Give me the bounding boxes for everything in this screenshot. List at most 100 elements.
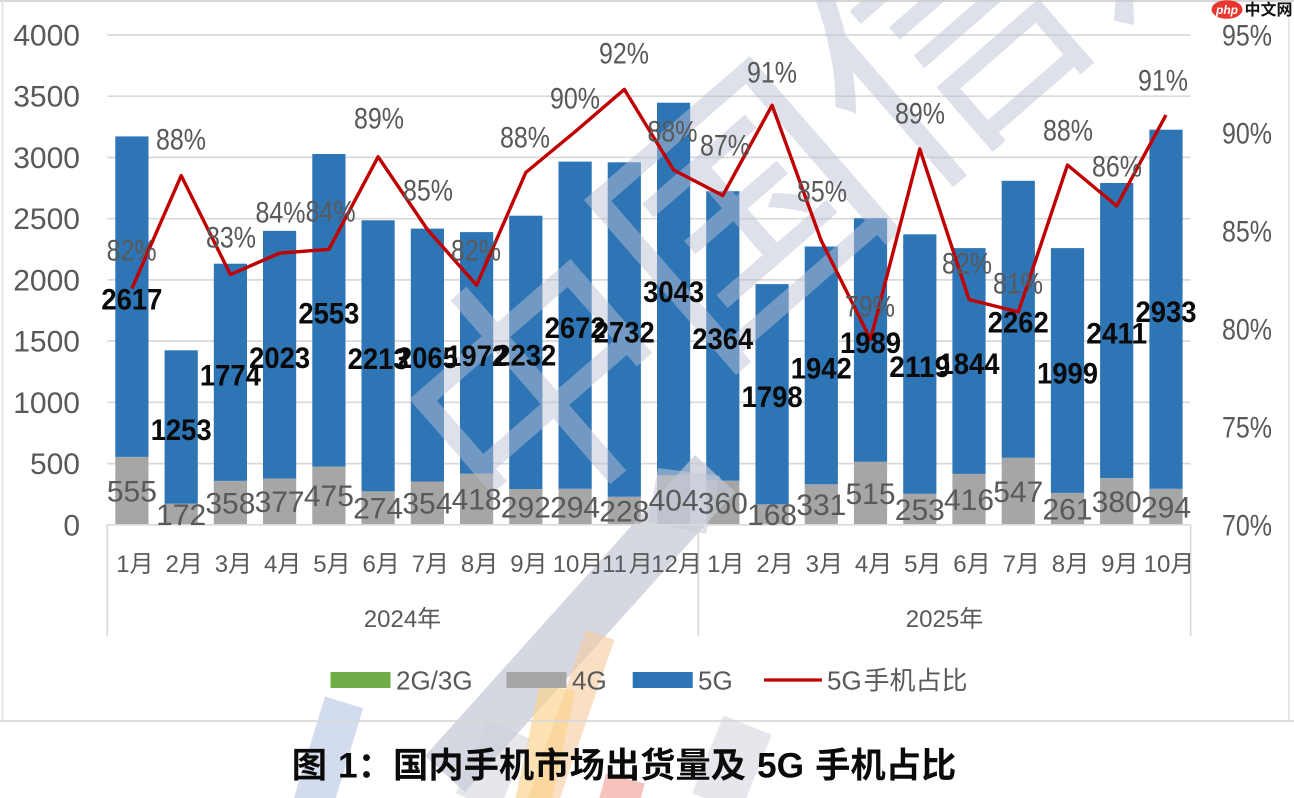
svg-text:5G: 5G	[827, 666, 862, 696]
svg-text:261: 261	[1042, 493, 1092, 526]
svg-text:11: 11	[602, 551, 627, 578]
svg-text:331: 331	[796, 489, 846, 522]
svg-text:2000: 2000	[13, 264, 80, 297]
svg-text:1844: 1844	[939, 348, 1000, 381]
svg-text:79%: 79%	[845, 291, 895, 324]
svg-text:90%: 90%	[1222, 118, 1272, 151]
svg-text:358: 358	[205, 487, 255, 520]
svg-text:2411: 2411	[1086, 318, 1147, 351]
svg-text:416: 416	[944, 484, 994, 517]
svg-text:82%: 82%	[451, 235, 501, 268]
svg-text:85%: 85%	[403, 175, 453, 208]
svg-text:1989: 1989	[840, 327, 901, 360]
svg-text:85%: 85%	[797, 176, 847, 209]
svg-text:380: 380	[1092, 486, 1142, 519]
svg-text:12: 12	[651, 551, 678, 578]
svg-text:2023: 2023	[249, 342, 310, 375]
svg-text:500: 500	[30, 448, 80, 481]
svg-text:84%: 84%	[256, 197, 306, 230]
svg-text:555: 555	[107, 475, 157, 508]
svg-text:2213: 2213	[348, 343, 409, 376]
svg-text:6: 6	[953, 551, 966, 578]
svg-text:515: 515	[845, 478, 895, 511]
svg-text:1798: 1798	[742, 381, 803, 414]
svg-text:5G: 5G	[757, 747, 804, 786]
svg-text:1000: 1000	[13, 387, 80, 420]
svg-text:274: 274	[353, 493, 403, 526]
svg-text:354: 354	[402, 488, 452, 521]
svg-text:84%: 84%	[306, 196, 356, 229]
svg-text:1: 1	[116, 551, 129, 578]
svg-text:1774: 1774	[200, 359, 261, 392]
svg-text:2: 2	[756, 551, 769, 578]
svg-text:9: 9	[510, 551, 523, 578]
svg-text:2262: 2262	[988, 306, 1049, 339]
svg-text:81%: 81%	[993, 268, 1043, 301]
svg-text:7: 7	[1003, 551, 1016, 578]
svg-text:547: 547	[993, 476, 1043, 509]
svg-text:88%: 88%	[156, 124, 206, 157]
svg-text:95%: 95%	[1222, 20, 1272, 53]
svg-text:294: 294	[1141, 491, 1191, 524]
svg-text:2232: 2232	[495, 339, 556, 372]
svg-text:1942: 1942	[791, 352, 852, 385]
svg-text:88%: 88%	[500, 122, 550, 155]
svg-text:2: 2	[166, 551, 179, 578]
svg-text:87%: 87%	[700, 130, 750, 163]
svg-text:404: 404	[649, 485, 699, 518]
svg-text:83%: 83%	[206, 222, 256, 255]
svg-text:2553: 2553	[298, 297, 359, 330]
svg-text:2672: 2672	[545, 312, 606, 345]
svg-text:3000: 3000	[13, 142, 80, 175]
svg-text:89%: 89%	[895, 98, 945, 131]
svg-text:168: 168	[747, 499, 797, 532]
svg-text:91%: 91%	[747, 57, 797, 90]
svg-text:5: 5	[313, 551, 326, 578]
svg-text:253: 253	[895, 494, 945, 527]
svg-text:4: 4	[264, 551, 277, 578]
svg-text:85%: 85%	[1222, 215, 1272, 248]
svg-text:75%: 75%	[1222, 411, 1272, 444]
svg-text:377: 377	[255, 486, 305, 519]
svg-text:8: 8	[1052, 551, 1065, 578]
svg-text:1500: 1500	[13, 326, 80, 359]
svg-text:89%: 89%	[354, 103, 404, 136]
svg-text:92%: 92%	[599, 38, 649, 71]
svg-text:6: 6	[363, 551, 376, 578]
svg-text:86%: 86%	[1092, 151, 1142, 184]
svg-text:7: 7	[412, 551, 425, 578]
svg-text:4G: 4G	[572, 666, 607, 696]
svg-text:3: 3	[806, 551, 819, 578]
svg-text:2500: 2500	[13, 203, 80, 236]
svg-text:88%: 88%	[648, 116, 698, 149]
svg-text:4000: 4000	[13, 20, 80, 53]
svg-text:82%: 82%	[942, 248, 992, 281]
svg-text:172: 172	[156, 499, 206, 532]
svg-text:228: 228	[599, 495, 649, 528]
svg-text:php: php	[1215, 3, 1238, 17]
svg-text:2G/3G: 2G/3G	[396, 666, 473, 696]
svg-text:2732: 2732	[594, 317, 655, 350]
svg-text:5G: 5G	[698, 666, 733, 696]
svg-text:294: 294	[550, 491, 600, 524]
svg-text:418: 418	[452, 484, 502, 517]
svg-text:2025: 2025	[906, 606, 959, 633]
svg-text:1: 1	[707, 551, 720, 578]
svg-text:1253: 1253	[151, 414, 212, 447]
svg-text:292: 292	[501, 491, 551, 524]
svg-text:70%: 70%	[1222, 509, 1272, 542]
svg-text:2119: 2119	[889, 351, 950, 384]
svg-text:2024: 2024	[364, 606, 417, 633]
svg-text:1999: 1999	[1037, 358, 1098, 391]
svg-text:3: 3	[215, 551, 228, 578]
svg-text:1: 1	[338, 747, 358, 786]
svg-text:91%: 91%	[1138, 65, 1188, 98]
svg-text:2364: 2364	[692, 323, 753, 356]
svg-text:2065: 2065	[397, 342, 458, 375]
svg-text:90%: 90%	[550, 83, 600, 116]
svg-text:10: 10	[553, 551, 580, 578]
svg-text:2933: 2933	[1136, 296, 1197, 329]
svg-text:475: 475	[304, 480, 354, 513]
svg-text:4: 4	[855, 551, 868, 578]
svg-text:9: 9	[1101, 551, 1114, 578]
